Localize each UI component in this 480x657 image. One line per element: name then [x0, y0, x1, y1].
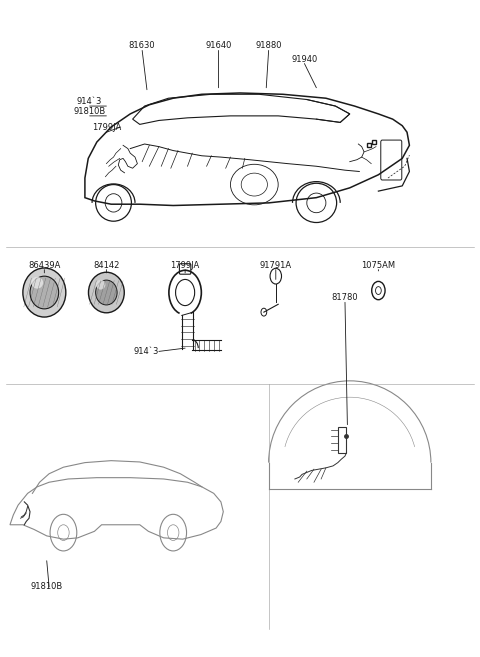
Text: 1799JA: 1799JA — [170, 261, 200, 269]
Text: 1799JA: 1799JA — [92, 124, 121, 132]
Ellipse shape — [31, 277, 43, 288]
Text: 86439A: 86439A — [28, 261, 60, 269]
Ellipse shape — [88, 272, 124, 313]
Circle shape — [270, 268, 281, 284]
Text: 91940: 91940 — [291, 55, 318, 64]
Text: 84142: 84142 — [93, 261, 120, 269]
Text: 91810B: 91810B — [30, 582, 62, 591]
Text: 914`3: 914`3 — [133, 347, 159, 356]
Ellipse shape — [30, 276, 59, 309]
Text: 91810B: 91810B — [73, 107, 106, 116]
Text: 1075AM: 1075AM — [361, 261, 396, 269]
Ellipse shape — [23, 268, 66, 317]
Text: 91880: 91880 — [255, 41, 282, 51]
Ellipse shape — [96, 280, 117, 305]
Text: 81780: 81780 — [332, 293, 358, 302]
Ellipse shape — [96, 280, 106, 290]
Text: 91791A: 91791A — [260, 261, 292, 269]
Text: 91640: 91640 — [205, 41, 232, 51]
Text: 914`3: 914`3 — [77, 97, 102, 106]
Text: 81630: 81630 — [129, 41, 156, 51]
